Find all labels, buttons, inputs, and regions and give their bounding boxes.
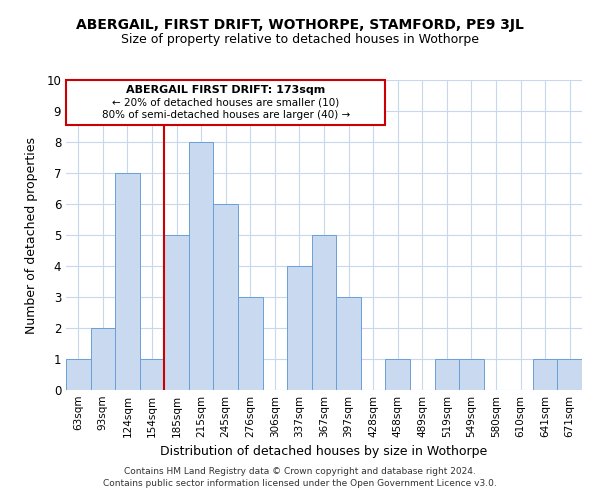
Bar	[434, 359, 459, 390]
Bar	[238, 297, 263, 390]
Bar	[164, 235, 189, 390]
Bar	[189, 142, 214, 390]
Text: 80% of semi-detached houses are larger (40) →: 80% of semi-detached houses are larger (…	[101, 110, 350, 120]
Text: Size of property relative to detached houses in Wothorpe: Size of property relative to detached ho…	[121, 32, 479, 46]
Text: ABERGAIL FIRST DRIFT: 173sqm: ABERGAIL FIRST DRIFT: 173sqm	[126, 85, 325, 95]
Bar	[287, 266, 312, 390]
Bar	[312, 235, 336, 390]
Bar	[336, 297, 361, 390]
Bar	[91, 328, 115, 390]
Bar	[115, 173, 140, 390]
Text: ← 20% of detached houses are smaller (10): ← 20% of detached houses are smaller (10…	[112, 98, 340, 108]
Bar	[214, 204, 238, 390]
FancyBboxPatch shape	[66, 80, 385, 125]
Bar	[66, 359, 91, 390]
Bar	[533, 359, 557, 390]
Bar	[557, 359, 582, 390]
X-axis label: Distribution of detached houses by size in Wothorpe: Distribution of detached houses by size …	[160, 446, 488, 458]
Bar	[140, 359, 164, 390]
Y-axis label: Number of detached properties: Number of detached properties	[25, 136, 38, 334]
Text: Contains public sector information licensed under the Open Government Licence v3: Contains public sector information licen…	[103, 478, 497, 488]
Bar	[385, 359, 410, 390]
Text: ABERGAIL, FIRST DRIFT, WOTHORPE, STAMFORD, PE9 3JL: ABERGAIL, FIRST DRIFT, WOTHORPE, STAMFOR…	[76, 18, 524, 32]
Bar	[459, 359, 484, 390]
Text: Contains HM Land Registry data © Crown copyright and database right 2024.: Contains HM Land Registry data © Crown c…	[124, 467, 476, 476]
